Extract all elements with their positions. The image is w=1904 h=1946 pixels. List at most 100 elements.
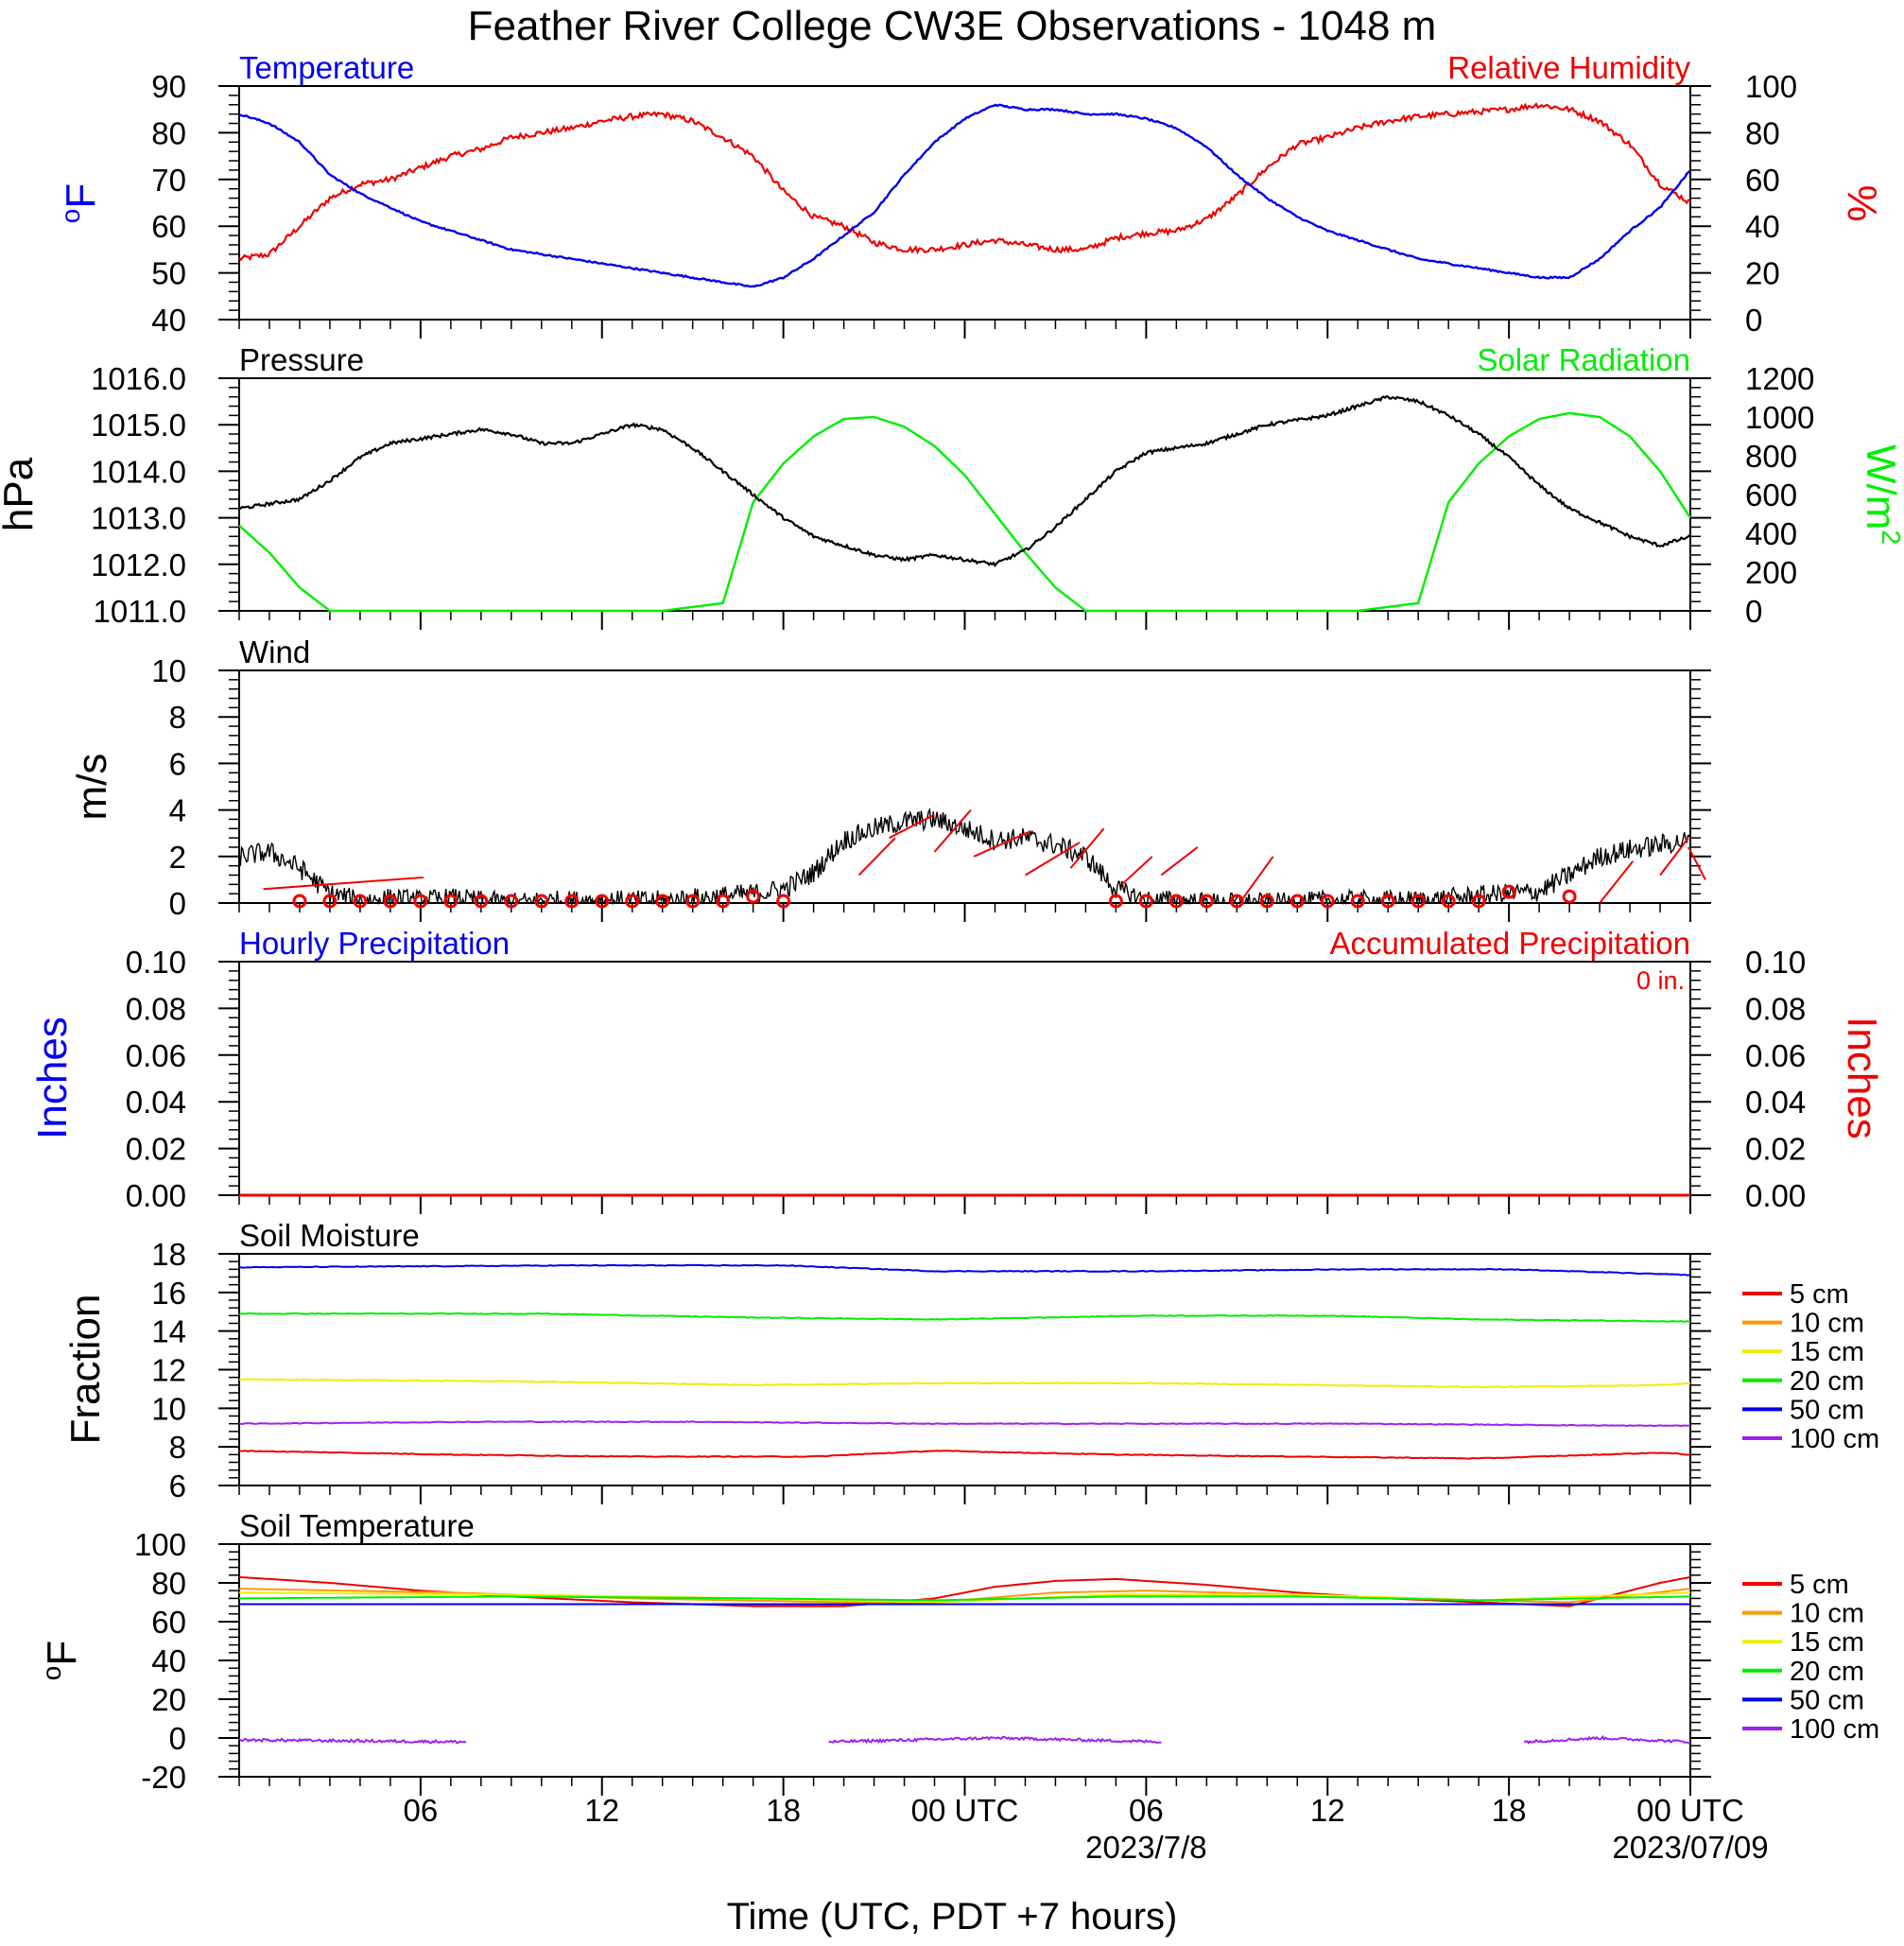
wind-calm-marker bbox=[383, 894, 398, 909]
soil_moisture-left-tick-label: 10 bbox=[151, 1391, 186, 1426]
precip-left-unit-label: Inches bbox=[29, 1016, 76, 1139]
temp_rh-right-tick-label: 20 bbox=[1745, 256, 1780, 291]
soil_temp-legend-label: 50 cm bbox=[1790, 1685, 1864, 1715]
precip-left-tick-label: 0.08 bbox=[126, 991, 186, 1026]
wind-left-tick-label: 6 bbox=[169, 746, 186, 781]
pressure_solar-left-tick-label: 1012.0 bbox=[91, 547, 186, 582]
wind-calm-marker bbox=[474, 894, 489, 909]
panel-wind: 0 2 4 6 8 10 Wind m/s bbox=[69, 634, 1711, 922]
wind-direction-barb bbox=[1599, 860, 1635, 904]
wind-calm-marker bbox=[746, 889, 761, 904]
pressure_solar-right-tick-label: 200 bbox=[1745, 555, 1797, 590]
pressure-series-line bbox=[238, 395, 1691, 567]
wind-calm-marker bbox=[625, 894, 640, 909]
wind-calm-marker bbox=[595, 894, 610, 909]
wind-calm-marker bbox=[322, 894, 338, 909]
temp_rh-left-tick-label: 70 bbox=[151, 163, 186, 198]
soil_moisture-legend-label: 50 cm bbox=[1790, 1395, 1864, 1425]
soil-moisture-line-50cm bbox=[238, 1263, 1691, 1277]
soil_temp-legend-label: 5 cm bbox=[1790, 1570, 1849, 1600]
wind-calm-marker bbox=[443, 894, 459, 909]
panel-precip: 0.00 0.02 0.04 0.06 0.08 0.10 0.00 0.02 0.04 0.06… bbox=[29, 926, 1885, 1214]
temp_rh-right-title: Relative Humidity bbox=[1447, 50, 1690, 85]
soil_moisture-legend-label: 15 cm bbox=[1790, 1337, 1864, 1367]
pressure_solar-left-tick-label: 1011.0 bbox=[94, 594, 186, 629]
temp_rh-left-tick-label: 90 bbox=[151, 69, 186, 104]
wind-direction-barb bbox=[889, 813, 935, 840]
soil_moisture-legend-label: 5 cm bbox=[1790, 1279, 1849, 1310]
precip-right-tick-label: 0.08 bbox=[1745, 991, 1806, 1026]
precip-right-unit-label: Inches bbox=[1839, 1016, 1885, 1139]
precip-left-tick-label: 0.06 bbox=[126, 1038, 186, 1073]
soil_moisture-left-title: Soil Moisture bbox=[239, 1218, 420, 1253]
solar-series-line bbox=[238, 411, 1692, 613]
wind-calm-marker bbox=[353, 894, 368, 909]
temp_rh-right-tick-label: 100 bbox=[1745, 69, 1797, 104]
pressure_solar-left-tick-label: 1016.0 bbox=[91, 361, 186, 396]
panel-temp_rh: 40 50 60 70 80 90 0 20 40 60 80 100 Temperature Relat… bbox=[56, 50, 1885, 339]
wind-calm-marker bbox=[1411, 894, 1426, 909]
x-tick-label: 12 bbox=[584, 1793, 619, 1828]
pressure_solar-right-tick-label: 600 bbox=[1745, 478, 1797, 513]
precip-left-tick-label: 0.00 bbox=[126, 1178, 186, 1213]
wind-direction-barb bbox=[933, 808, 972, 853]
wind-calm-marker bbox=[1471, 894, 1486, 909]
pressure_solar-right-tick-label: 400 bbox=[1745, 516, 1797, 551]
precip-left-tick-label: 0.10 bbox=[126, 945, 186, 980]
soil_temp-left-tick-label: -20 bbox=[141, 1760, 186, 1795]
wind-calm-marker bbox=[1441, 894, 1456, 909]
pressure_solar-right-tick-label: 1200 bbox=[1745, 361, 1814, 396]
wind-left-unit-label: m/s bbox=[69, 754, 115, 821]
wind-calm-marker bbox=[1229, 894, 1244, 909]
soil_moisture-left-tick-label: 6 bbox=[169, 1468, 186, 1503]
precip-left-tick-label: 0.02 bbox=[126, 1132, 186, 1167]
x-tick-label: 18 bbox=[766, 1793, 801, 1828]
soil-moisture-line-5cm bbox=[238, 1450, 1691, 1460]
temp_rh-left-tick-label: 60 bbox=[151, 209, 186, 244]
wind-direction-barb bbox=[1024, 842, 1081, 877]
x-tick-label: 00 UTC bbox=[1636, 1793, 1744, 1828]
precip-right-tick-label: 0.04 bbox=[1745, 1085, 1806, 1120]
wind-calm-marker bbox=[1562, 889, 1577, 904]
soil_moisture-left-tick-label: 18 bbox=[151, 1237, 186, 1272]
pressure_solar-left-title: Pressure bbox=[239, 342, 364, 377]
wind-direction-barb bbox=[973, 829, 1032, 858]
wind-direction-barb bbox=[1659, 837, 1689, 877]
wind-calm-marker bbox=[292, 894, 307, 909]
wind-direction-barb bbox=[1688, 846, 1706, 880]
wind-direction-barb bbox=[1069, 827, 1105, 869]
wind-calm-marker bbox=[1108, 894, 1123, 909]
pressure_solar-left-tick-label: 1014.0 bbox=[91, 454, 186, 489]
panel-pressure_solar: 1011.0 1012.0 1013.0 1014.0 1015.0 1016.0 0 200… bbox=[0, 342, 1904, 630]
soil_moisture-left-unit-label: Fraction bbox=[62, 1294, 109, 1445]
soil_temp-left-tick-label: 80 bbox=[151, 1566, 186, 1601]
soil_temp-left-unit-label: oF bbox=[37, 1641, 85, 1680]
soil_temp-legend-label: 20 cm bbox=[1790, 1657, 1864, 1687]
pressure_solar-right-tick-label: 800 bbox=[1745, 439, 1797, 474]
precip-right-tick-label: 0.00 bbox=[1745, 1178, 1806, 1213]
wind-calm-marker bbox=[534, 894, 549, 909]
soil-temp-line-20cm bbox=[239, 1595, 1691, 1602]
wind-calm-marker bbox=[1259, 894, 1274, 909]
soil_moisture-left-tick-label: 16 bbox=[151, 1276, 186, 1311]
pressure_solar-right-unit-label: W/m2 bbox=[1858, 444, 1904, 545]
temp_rh-left-tick-label: 80 bbox=[151, 115, 186, 150]
temp_rh-right-tick-label: 40 bbox=[1745, 209, 1780, 244]
soil_temp-legend-label: 100 cm bbox=[1790, 1714, 1879, 1745]
pressure_solar-right-title: Solar Radiation bbox=[1477, 342, 1690, 377]
wind-direction-barb bbox=[263, 876, 424, 891]
precip-left-tick-label: 0.04 bbox=[126, 1085, 186, 1120]
wind-calm-marker bbox=[655, 894, 670, 909]
x-tick-label: 00 UTC bbox=[911, 1793, 1019, 1828]
x-tick-label: 12 bbox=[1310, 1793, 1345, 1828]
x-tick-label: 06 bbox=[1129, 1793, 1164, 1828]
wind-calm-marker bbox=[564, 894, 580, 909]
wind-left-tick-label: 10 bbox=[151, 653, 186, 688]
soil-temp-line-100cm bbox=[828, 1735, 1162, 1745]
wind-calm-marker bbox=[1350, 894, 1365, 909]
wind-calm-marker bbox=[1168, 894, 1184, 909]
x-tick-label: 18 bbox=[1492, 1793, 1527, 1828]
soil_temp-legend-label: 15 cm bbox=[1790, 1627, 1864, 1658]
wind-left-title: Wind bbox=[239, 634, 310, 669]
